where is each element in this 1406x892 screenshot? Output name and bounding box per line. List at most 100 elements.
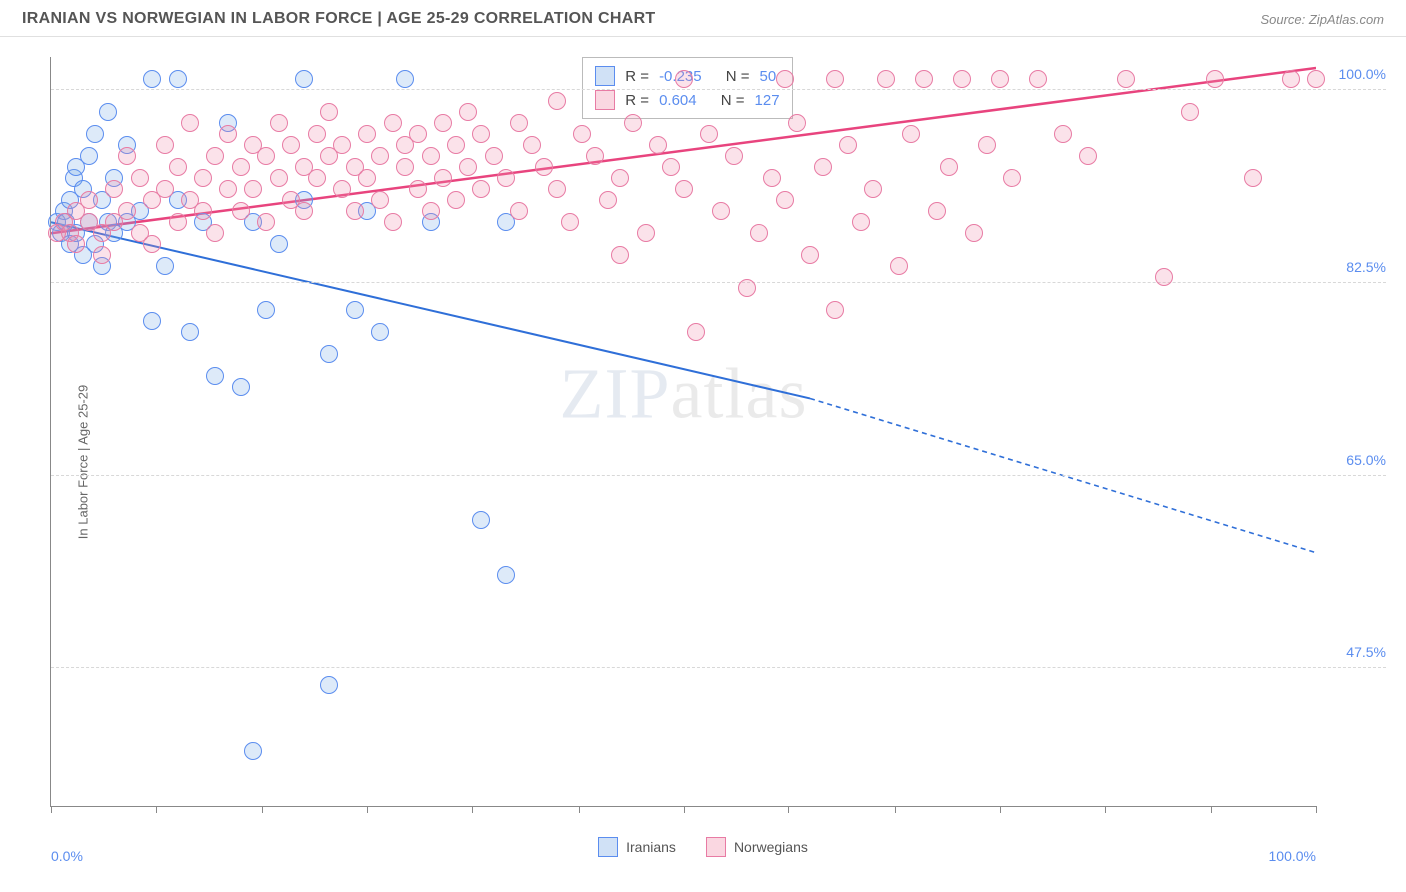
- data-point: [472, 125, 490, 143]
- data-point: [346, 301, 364, 319]
- r-label: R =: [625, 68, 649, 85]
- data-point: [523, 136, 541, 154]
- data-point: [333, 136, 351, 154]
- data-point: [143, 312, 161, 330]
- n-label: N =: [726, 68, 750, 85]
- x-tick: [1000, 806, 1001, 813]
- data-point: [99, 103, 117, 121]
- gridline: [51, 282, 1386, 283]
- data-point: [561, 213, 579, 231]
- data-point: [358, 169, 376, 187]
- data-point: [548, 180, 566, 198]
- r-label: R =: [625, 92, 649, 109]
- legend-label-norwegians: Norwegians: [734, 839, 808, 855]
- data-point: [978, 136, 996, 154]
- data-point: [156, 136, 174, 154]
- y-tick-label: 100.0%: [1339, 66, 1386, 82]
- gridline: [51, 667, 1386, 668]
- data-point: [776, 191, 794, 209]
- data-point: [953, 70, 971, 88]
- data-point: [105, 180, 123, 198]
- data-point: [687, 323, 705, 341]
- x-tick: [472, 806, 473, 813]
- data-point: [1117, 70, 1135, 88]
- data-point: [434, 114, 452, 132]
- data-point: [295, 202, 313, 220]
- x-tick: [895, 806, 896, 813]
- data-point: [270, 235, 288, 253]
- n-label: N =: [721, 92, 745, 109]
- series-legend: Iranians Norwegians: [0, 837, 1406, 857]
- data-point: [586, 147, 604, 165]
- data-point: [194, 169, 212, 187]
- data-point: [384, 213, 402, 231]
- swatch-iranians: [598, 837, 618, 857]
- data-point: [814, 158, 832, 176]
- legend-item-iranians: Iranians: [598, 837, 676, 857]
- source-attribution: Source: ZipAtlas.com: [1260, 12, 1384, 27]
- data-point: [1029, 70, 1047, 88]
- data-point: [826, 301, 844, 319]
- data-point: [371, 323, 389, 341]
- data-point: [257, 147, 275, 165]
- x-tick: [579, 806, 580, 813]
- data-point: [1181, 103, 1199, 121]
- swatch-norwegians: [595, 90, 615, 110]
- data-point: [358, 125, 376, 143]
- data-point: [1054, 125, 1072, 143]
- data-point: [181, 323, 199, 341]
- watermark-text-a: ZIP: [560, 354, 671, 434]
- y-tick-label: 47.5%: [1346, 644, 1386, 660]
- correlation-legend: R = -0.235 N = 50 R = 0.604 N = 127: [582, 57, 792, 119]
- legend-item-norwegians: Norwegians: [706, 837, 808, 857]
- x-tick: [367, 806, 368, 813]
- data-point: [93, 246, 111, 264]
- data-point: [244, 742, 262, 760]
- data-point: [991, 70, 1009, 88]
- data-point: [257, 213, 275, 231]
- data-point: [447, 136, 465, 154]
- chart-container: In Labor Force | Age 25-29 ZIPatlas R = …: [0, 37, 1406, 887]
- data-point: [282, 136, 300, 154]
- data-point: [257, 301, 275, 319]
- data-point: [750, 224, 768, 242]
- data-point: [788, 114, 806, 132]
- data-point: [535, 158, 553, 176]
- data-point: [346, 202, 364, 220]
- n-value-iranians: 50: [760, 68, 777, 85]
- data-point: [510, 202, 528, 220]
- x-tick: [262, 806, 263, 813]
- swatch-norwegians: [706, 837, 726, 857]
- x-tick: [788, 806, 789, 813]
- data-point: [852, 213, 870, 231]
- data-point: [371, 191, 389, 209]
- data-point: [599, 191, 617, 209]
- data-point: [143, 70, 161, 88]
- data-point: [308, 169, 326, 187]
- data-point: [1079, 147, 1097, 165]
- data-point: [877, 70, 895, 88]
- data-point: [573, 125, 591, 143]
- data-point: [169, 158, 187, 176]
- data-point: [118, 202, 136, 220]
- x-tick: [1211, 806, 1212, 813]
- data-point: [915, 70, 933, 88]
- data-point: [409, 180, 427, 198]
- data-point: [308, 125, 326, 143]
- data-point: [447, 191, 465, 209]
- data-point: [409, 125, 427, 143]
- data-point: [434, 169, 452, 187]
- data-point: [497, 566, 515, 584]
- data-point: [864, 180, 882, 198]
- data-point: [1307, 70, 1325, 88]
- data-point: [67, 235, 85, 253]
- data-point: [422, 147, 440, 165]
- data-point: [396, 70, 414, 88]
- data-point: [422, 202, 440, 220]
- data-point: [801, 246, 819, 264]
- data-point: [1244, 169, 1262, 187]
- data-point: [1003, 169, 1021, 187]
- data-point: [232, 378, 250, 396]
- watermark-text-b: atlas: [671, 354, 808, 434]
- data-point: [181, 114, 199, 132]
